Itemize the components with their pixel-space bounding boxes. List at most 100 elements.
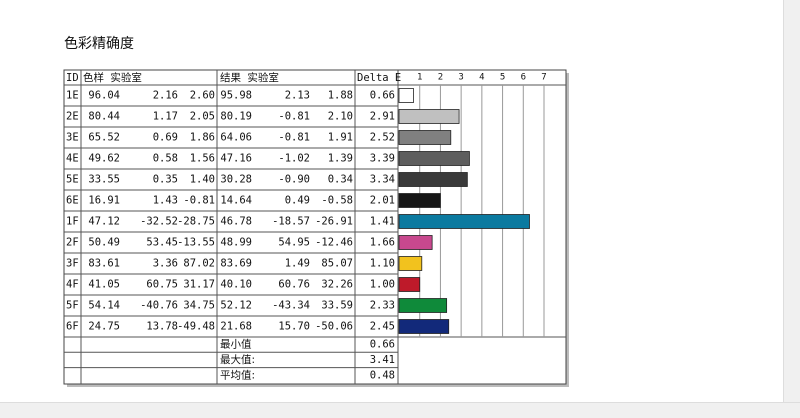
cell-value: 54.14 xyxy=(88,300,120,312)
cell-value: 32.26 xyxy=(321,279,353,291)
cell-value: 31.17 xyxy=(183,279,215,291)
cell-value: 1.43 xyxy=(153,195,178,207)
row-id: 6F xyxy=(66,321,79,333)
cell-value: 1.88 xyxy=(328,90,353,102)
cell-value: -0.81 xyxy=(183,195,215,207)
cell-value: 1.40 xyxy=(190,174,215,186)
cell-value: 1.56 xyxy=(190,153,215,165)
cell-value: 1.86 xyxy=(190,132,215,144)
cell-value: 2.16 xyxy=(153,90,178,102)
row-id: 3F xyxy=(66,258,79,270)
cell-value: 33.55 xyxy=(88,174,120,186)
cell-value: 41.05 xyxy=(88,279,120,291)
summary-value: 0.48 xyxy=(370,369,395,381)
cell-value: 95.98 xyxy=(220,90,252,102)
cell-value: 47.16 xyxy=(220,153,252,165)
cell-value: -50.06 xyxy=(315,321,353,333)
row-id: 4F xyxy=(66,279,79,291)
cell-value: 30.28 xyxy=(220,174,252,186)
bar xyxy=(398,214,530,229)
cell-value: 2.05 xyxy=(190,111,215,123)
cell-value: 60.76 xyxy=(278,279,310,291)
document: 色彩精确度 ID 色样 实验室 结果 实验室 Delta E 1E 96.04 2.16 2.… xyxy=(63,35,569,387)
cell-value: 47.12 xyxy=(88,216,120,228)
cell-value: -0.81 xyxy=(278,132,310,144)
cell-value: -13.55 xyxy=(177,237,215,249)
bar xyxy=(398,277,421,292)
bar xyxy=(398,109,460,124)
cell-value: 60.75 xyxy=(146,279,178,291)
bar xyxy=(398,235,433,250)
cell-value: 2.60 xyxy=(190,90,215,102)
cell-value: 33.59 xyxy=(321,300,353,312)
cell-value: 2.52 xyxy=(370,132,395,144)
cell-value: 64.06 xyxy=(220,132,252,144)
cell-value: -32.52 xyxy=(140,216,178,228)
cell-value: -49.48 xyxy=(177,321,215,333)
cell-value: 46.78 xyxy=(220,216,252,228)
row-id: 3E xyxy=(66,132,79,144)
x-tick-label: 7 xyxy=(541,73,546,83)
row-id: 6E xyxy=(66,195,79,207)
cell-value: 15.70 xyxy=(278,321,310,333)
h-scrollbar[interactable] xyxy=(0,402,800,418)
doc-title: 色彩精确度 xyxy=(64,35,134,52)
cell-value: 2.01 xyxy=(370,195,395,207)
cell-value: 16.91 xyxy=(88,195,120,207)
cell-value: 1.91 xyxy=(328,132,353,144)
bar xyxy=(398,130,452,145)
row-id: 1F xyxy=(66,216,79,228)
bar xyxy=(398,151,470,166)
cell-value: 87.02 xyxy=(183,258,215,270)
row-id: 2F xyxy=(66,237,79,249)
cell-value: -0.81 xyxy=(278,111,310,123)
cell-value: 1.41 xyxy=(370,216,395,228)
cell-value: 1.66 xyxy=(370,237,395,249)
cell-value: 1.39 xyxy=(328,153,353,165)
cell-value: -28.75 xyxy=(177,216,215,228)
cell-value: 0.49 xyxy=(285,195,310,207)
summary-label: 最小值 xyxy=(220,338,252,351)
cell-value: 3.36 xyxy=(153,258,178,270)
cell-value: 0.69 xyxy=(153,132,178,144)
x-tick-label: 2 xyxy=(438,73,443,83)
cell-value: 49.62 xyxy=(88,153,120,165)
cell-value: -12.46 xyxy=(315,237,353,249)
x-tick-label: 5 xyxy=(500,73,505,83)
column-header: 结果 实验室 xyxy=(220,71,279,84)
cell-value: 80.44 xyxy=(88,111,120,123)
cell-value: 96.04 xyxy=(88,90,120,102)
cell-value: 2.10 xyxy=(328,111,353,123)
summary-value: 0.66 xyxy=(370,339,395,351)
cell-value: 54.95 xyxy=(278,237,310,249)
cell-value: 1.00 xyxy=(370,279,395,291)
cell-value: 48.99 xyxy=(220,237,252,249)
cell-value: 3.39 xyxy=(370,153,395,165)
cell-value: 2.91 xyxy=(370,111,395,123)
column-header: ID xyxy=(66,72,79,84)
v-scrollbar[interactable] xyxy=(783,0,800,402)
cell-value: -1.02 xyxy=(278,153,310,165)
cell-value: 85.07 xyxy=(321,258,353,270)
cell-value: 50.49 xyxy=(88,237,120,249)
cell-value: 1.17 xyxy=(153,111,178,123)
cell-value: 83.69 xyxy=(220,258,252,270)
row-id: 5F xyxy=(66,300,79,312)
cell-value: -40.76 xyxy=(140,300,178,312)
cell-value: 2.45 xyxy=(370,321,395,333)
cell-value: 53.45 xyxy=(146,237,178,249)
cell-value: 3.34 xyxy=(370,174,395,186)
cell-value: 2.13 xyxy=(285,90,310,102)
bar xyxy=(398,319,450,334)
cell-value: 40.10 xyxy=(220,279,252,291)
cell-value: 0.34 xyxy=(328,174,353,186)
x-tick-label: 1 xyxy=(417,73,422,83)
column-header: Delta E xyxy=(357,72,401,84)
cell-value: 13.78 xyxy=(146,321,178,333)
cell-value: 83.61 xyxy=(88,258,120,270)
row-id: 4E xyxy=(66,153,79,165)
x-tick-label: 6 xyxy=(521,73,526,83)
cell-value: 80.19 xyxy=(220,111,252,123)
cell-value: -26.91 xyxy=(315,216,353,228)
